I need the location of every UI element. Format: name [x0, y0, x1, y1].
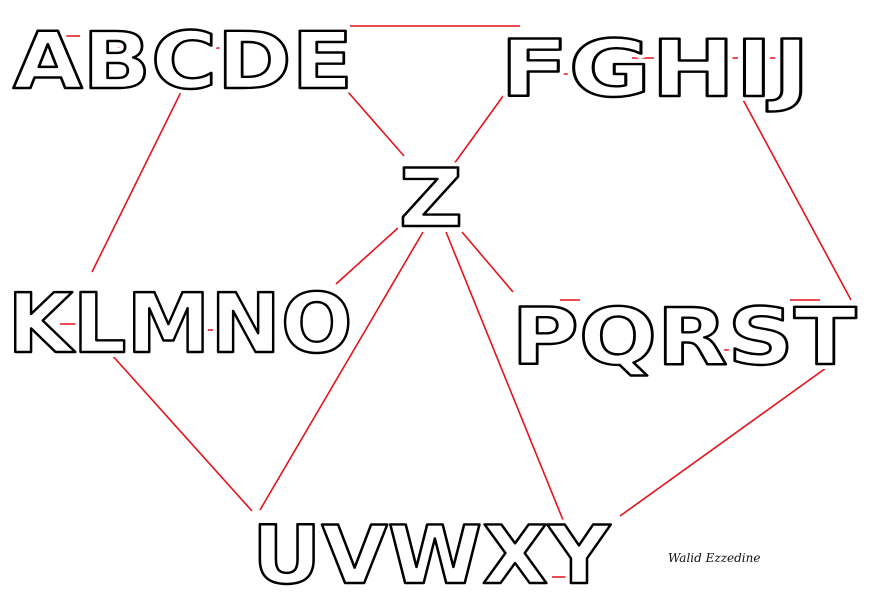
node-pqrst-label: PQRST [512, 293, 857, 383]
node-pqrst-backdrop: PQRST [512, 293, 857, 383]
edge-klmno-uvwxy [101, 343, 253, 512]
node-z: ZZ [394, 147, 468, 250]
edge-z-uvwxy [259, 231, 424, 511]
node-uvwxy-backdrop: UVWXY [252, 509, 611, 595]
node-klmno-backdrop: KLMNO [8, 277, 353, 372]
edge-abcde-klmno [91, 91, 182, 273]
node-z-backdrop: Z [399, 152, 463, 245]
edge-pqrst-uvwxy [619, 367, 827, 517]
edge-fghij-z [453, 91, 507, 165]
node-uvwxy-label: UVWXY [252, 509, 611, 595]
node-abcde-label: ABCDE [13, 17, 353, 107]
edge-fghij-pqrst [740, 95, 852, 301]
signature: Walid Ezzedine [668, 551, 761, 565]
edges-layer [57, 25, 852, 578]
edge-z-pqrst [461, 231, 514, 293]
edge-z-uvwxy-2 [445, 231, 564, 521]
edge-z-klmno [335, 227, 399, 285]
node-z-label: Z [399, 152, 463, 245]
node-fghij-backdrop: FGHIJ [500, 25, 810, 115]
node-abcde-backdrop: ABCDE [13, 17, 353, 107]
edge-abcde-z [347, 91, 405, 157]
node-klmno-label: KLMNO [8, 277, 353, 372]
node-fghij-label: FGHIJ [500, 25, 810, 115]
